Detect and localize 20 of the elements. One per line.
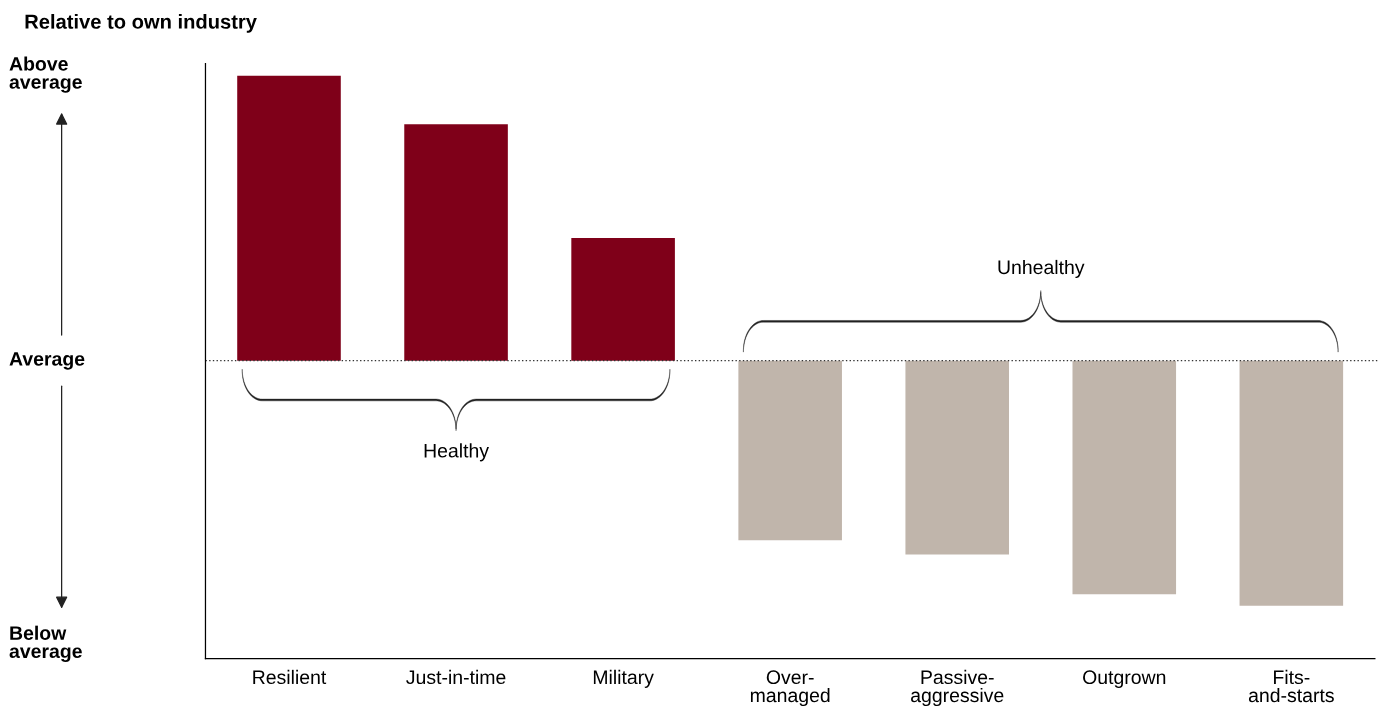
bar [905,360,1010,555]
annotation: Healthy [424,443,489,462]
text: Average [9,352,85,370]
bar [237,75,341,361]
text: Above average [9,56,82,93]
chart-title: Relative to own industry [25,14,257,33]
x-tick-label: Outgrown [1083,670,1166,688]
x-tick-label: Just-in-time [406,669,506,685]
x-tick-label: Resilient [253,669,327,685]
bar [1072,360,1177,595]
bar [1239,360,1344,606]
x-tick-label: Passive- aggressive [911,669,1004,707]
x-tick-label: Military [593,669,654,688]
bar [571,238,675,361]
bar [404,124,508,361]
text: Below average [9,625,82,662]
x-tick-label: Over- managed [750,670,830,707]
x-tick-label: Fits- and-starts [1248,669,1334,703]
annotation: Unhealthy [998,259,1085,279]
bar [738,360,842,541]
